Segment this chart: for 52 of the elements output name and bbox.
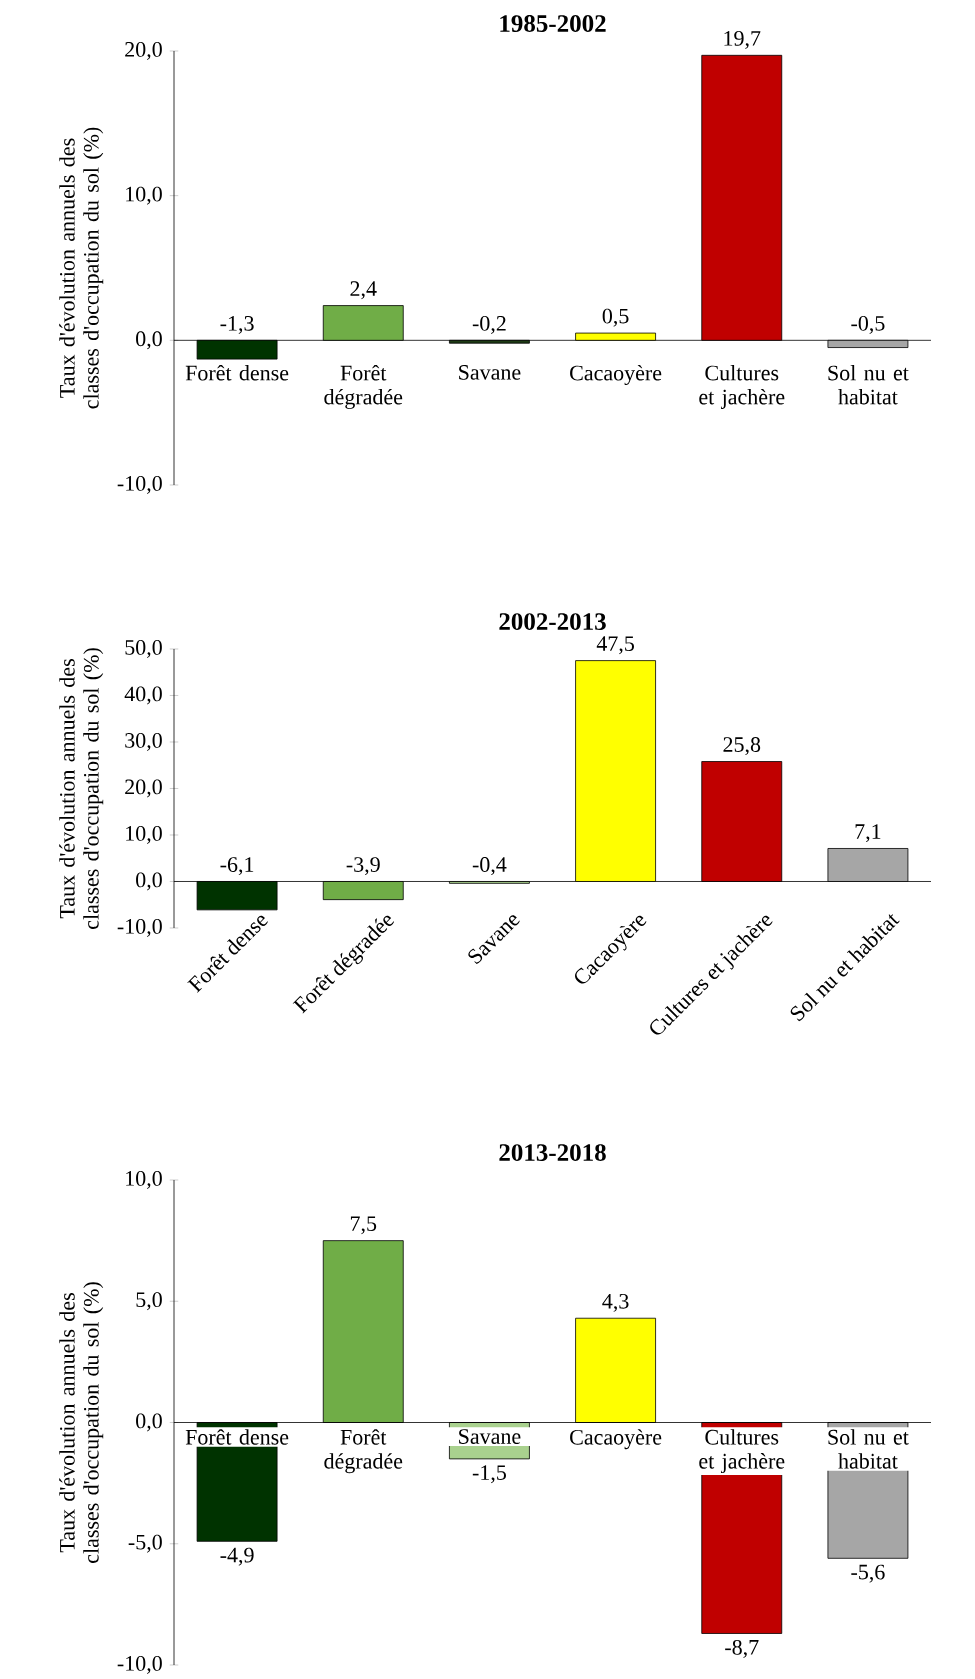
data-label: 0,5 [602, 308, 629, 327]
x-tick-label: Savane [459, 1429, 521, 1444]
y-axis-title: Taux d'évolution annuels des classes d'occupation du sol (%) [59, 127, 104, 409]
x-tick-label: Cultures et jachère [699, 364, 785, 409]
data-label: -0,5 [851, 315, 885, 334]
y-tick-label: -5,0 [128, 1534, 162, 1553]
y-tick-label: 20,0 [125, 41, 162, 60]
data-label: 4,3 [602, 1293, 629, 1312]
data-label: 19,7 [724, 30, 761, 49]
x-tick-label: Forêt dense [185, 1429, 289, 1445]
x-tick-label: Sol nu et habitat [828, 364, 909, 405]
y-tick-label: 50,0 [125, 639, 162, 658]
x-tick-label: Cultures et jachère [699, 1429, 785, 1474]
chart-title: 2013-2018 [499, 1144, 606, 1162]
y-tick-label: 10,0 [126, 186, 162, 205]
y-tick-label: 0,0 [136, 872, 162, 891]
y-tick-label: -10,0 [117, 475, 162, 494]
x-tick-label: Forêt dégradée [324, 1429, 403, 1474]
data-label: 47,5 [596, 636, 634, 655]
chart-title: 1985-2002 [500, 15, 606, 32]
data-label: 7,1 [855, 824, 881, 843]
x-tick-label: Forêt dégradée [324, 364, 403, 410]
data-label: -8,7 [725, 1639, 759, 1658]
data-label: -5,6 [851, 1564, 885, 1583]
y-tick-label: 30,0 [125, 732, 162, 751]
data-label: -1,5 [472, 1465, 506, 1484]
y-tick-label: 0,0 [136, 331, 162, 350]
y-tick-label: 0,0 [136, 1413, 162, 1432]
y-axis-title: Taux d'évolution annuels des classes d'occupation du sol (%) [59, 1282, 104, 1563]
data-label: -1,3 [220, 315, 254, 334]
data-label: -0,4 [472, 857, 507, 876]
y-tick-label: -10,0 [117, 918, 162, 937]
y-tick-label: 20,0 [125, 779, 162, 798]
data-label: 25,8 [723, 737, 761, 756]
x-tick-label: Cacaoyère [570, 1429, 662, 1450]
x-tick-label: Sol nu et habitat [828, 1429, 909, 1469]
data-label: -6,1 [220, 857, 254, 876]
y-tick-label: -10,0 [117, 1656, 162, 1674]
data-label: 2,4 [350, 281, 377, 300]
y-tick-label: 5,0 [136, 1292, 162, 1311]
y-tick-label: 10,0 [126, 825, 162, 844]
x-tick-label: Savane [459, 364, 521, 380]
x-tick-label: Forêt dense [185, 364, 289, 381]
x-tick-label: Cacaoyère [570, 364, 662, 386]
data-label: -3,9 [346, 857, 380, 876]
y-tick-label: 40,0 [124, 686, 162, 705]
data-label: -4,9 [220, 1547, 254, 1566]
y-axis-title: Taux d'évolution annuels des classes d'occupation du sol (%) [59, 648, 104, 929]
data-label: 7,5 [350, 1216, 377, 1235]
data-label: -0,2 [472, 315, 506, 334]
y-tick-label: 10,0 [126, 1170, 162, 1189]
chart-title: 2002-2013 [499, 613, 606, 630]
